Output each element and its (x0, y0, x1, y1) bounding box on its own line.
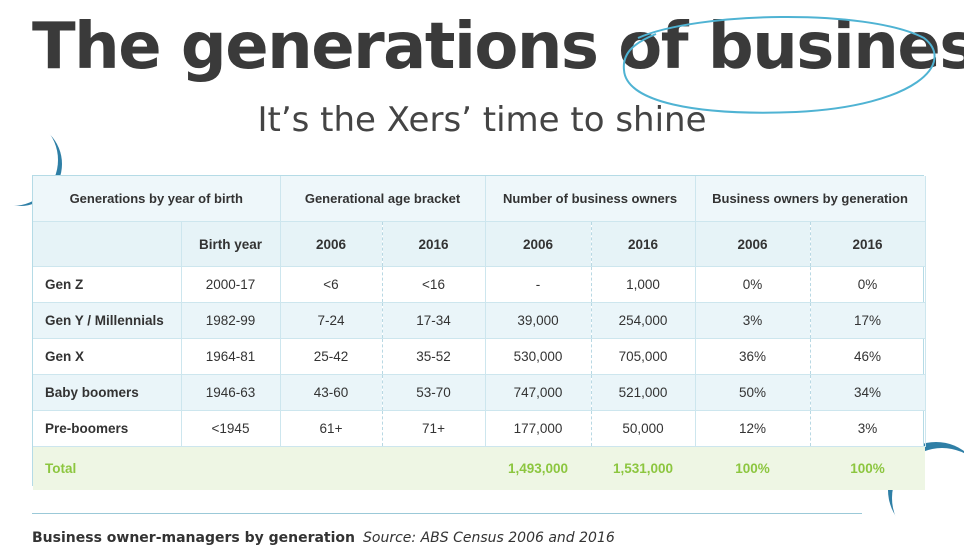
total-cell: 1,493,000 (485, 446, 591, 490)
page-title: The generations of business (32, 10, 964, 84)
sub-header-cell: 2006 (485, 221, 592, 267)
table-cell: 50,000 (591, 410, 696, 447)
table-row: Gen Y / Millennials 1982-99 7-24 17-34 3… (33, 302, 926, 339)
table-cell: 25-42 (280, 338, 383, 375)
data-table-container: Generations by year of birth Generationa… (32, 175, 926, 490)
table-cell: 35-52 (382, 338, 486, 375)
group-header-owners: Number of business owners (485, 176, 696, 222)
caption-title: Business owner-managers by generation (32, 530, 356, 546)
table-cell: 177,000 (485, 410, 592, 447)
table-cell: 7-24 (280, 302, 383, 339)
row-label: Gen X (33, 338, 182, 375)
row-label: Baby boomers (33, 374, 182, 411)
total-cell (181, 446, 280, 490)
table-cell: 1982-99 (181, 302, 281, 339)
total-cell (280, 446, 382, 490)
table-cell: 43-60 (280, 374, 383, 411)
total-cell: 1,531,000 (591, 446, 695, 490)
total-label: Total (33, 446, 181, 490)
table-cell: 39,000 (485, 302, 592, 339)
page-subtitle: It’s the Xers’ time to shine (257, 100, 707, 140)
caption: Business owner-managers by generation Sou… (32, 530, 615, 546)
sub-header-cell: 2006 (280, 221, 383, 267)
row-label: Pre-boomers (33, 410, 182, 447)
sub-header-cell (33, 221, 182, 267)
table-cell: - (485, 266, 592, 303)
total-cell: 100% (695, 446, 810, 490)
sub-header-cell: 2006 (695, 221, 811, 267)
table-cell: 254,000 (591, 302, 696, 339)
group-header-row: Generations by year of birth Generationa… (33, 176, 926, 222)
table-row: Baby boomers 1946-63 43-60 53-70 747,000… (33, 374, 926, 411)
table-cell: 61+ (280, 410, 383, 447)
table-cell: 3% (810, 410, 926, 447)
sub-header-cell: Birth year (181, 221, 281, 267)
table-cell: 530,000 (485, 338, 592, 375)
table-cell: 3% (695, 302, 811, 339)
total-row: Total 1,493,000 1,531,000 100% 100% (33, 446, 925, 490)
caption-source: Source: ABS Census 2006 and 2016 (363, 530, 615, 546)
table-cell: 12% (695, 410, 811, 447)
table-row: Gen Z 2000-17 <6 <16 - 1,000 0% 0% (33, 266, 926, 303)
group-header-share: Business owners by generation (695, 176, 926, 222)
table-row: Pre-boomers <1945 61+ 71+ 177,000 50,000… (33, 410, 926, 447)
table-cell: 1,000 (591, 266, 696, 303)
table-cell: 0% (695, 266, 811, 303)
total-cell: 100% (810, 446, 925, 490)
table-cell: 1964-81 (181, 338, 281, 375)
table-cell: 1946-63 (181, 374, 281, 411)
generations-table: Generations by year of birth Generationa… (33, 176, 926, 490)
table-cell: <6 (280, 266, 383, 303)
table-cell: 50% (695, 374, 811, 411)
table-cell: 17% (810, 302, 926, 339)
table-cell: <16 (382, 266, 486, 303)
row-label: Gen Z (33, 266, 182, 303)
highlight-oval (622, 16, 936, 114)
table-cell: 0% (810, 266, 926, 303)
group-header-age-bracket: Generational age bracket (280, 176, 486, 222)
total-cell (382, 446, 485, 490)
table-cell: 46% (810, 338, 926, 375)
table-cell: 34% (810, 374, 926, 411)
table-cell: <1945 (181, 410, 281, 447)
sub-header-row: Birth year 2006 2016 2006 2016 2006 2016 (33, 221, 926, 267)
caption-divider (32, 513, 862, 514)
table-cell: 17-34 (382, 302, 486, 339)
sub-header-cell: 2016 (810, 221, 926, 267)
table-cell: 71+ (382, 410, 486, 447)
group-header-generations: Generations by year of birth (33, 176, 281, 222)
table-cell: 36% (695, 338, 811, 375)
table-cell: 747,000 (485, 374, 592, 411)
table-cell: 521,000 (591, 374, 696, 411)
table-row: Gen X 1964-81 25-42 35-52 530,000 705,00… (33, 338, 926, 375)
row-label: Gen Y / Millennials (33, 302, 182, 339)
sub-header-cell: 2016 (591, 221, 696, 267)
table-cell: 53-70 (382, 374, 486, 411)
table-cell: 2000-17 (181, 266, 281, 303)
table-cell: 705,000 (591, 338, 696, 375)
sub-header-cell: 2016 (382, 221, 486, 267)
